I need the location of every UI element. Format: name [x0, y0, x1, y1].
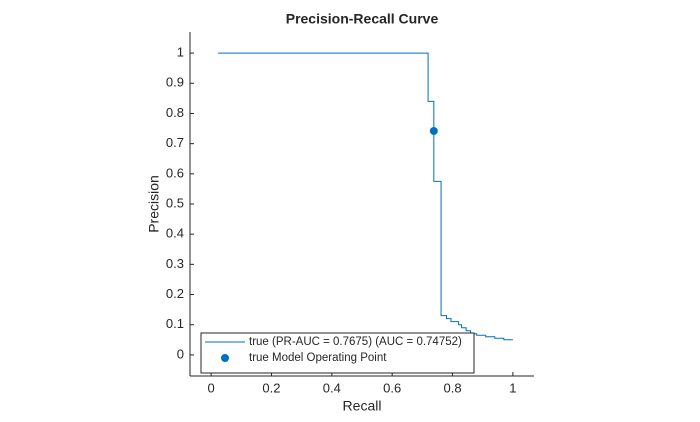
y-tick-label: 0.2: [166, 286, 184, 301]
x-tick-label: 0: [208, 380, 215, 395]
y-tick-label: 0.7: [166, 135, 184, 150]
y-tick-label: 0.1: [166, 316, 184, 331]
y-tick-label: 0.3: [166, 256, 184, 271]
chart-title: Precision-Recall Curve: [286, 11, 439, 27]
legend-label: true (PR-AUC = 0.7675) (AUC = 0.74752): [249, 336, 462, 348]
x-tick-label: 0.8: [443, 380, 461, 395]
y-tick-label: 0.9: [166, 75, 184, 90]
x-tick-label: 0.2: [262, 380, 280, 395]
y-axis-label: Precision: [146, 175, 162, 233]
x-axis-label: Recall: [343, 398, 382, 414]
y-tick-label: 0.6: [166, 165, 184, 180]
x-tick-label: 1: [509, 380, 516, 395]
y-tick-label: 1: [177, 45, 184, 60]
x-tick-label: 0.6: [383, 380, 401, 395]
y-tick-label: 0.5: [166, 195, 184, 210]
y-tick-label: 0.8: [166, 105, 184, 120]
legend-label: true Model Operating Point: [249, 352, 387, 364]
legend-marker: [221, 354, 229, 362]
y-tick-label: 0.4: [166, 226, 184, 241]
pr-curve: [218, 52, 513, 341]
x-tick-label: 0.4: [323, 380, 341, 395]
operating-point: [429, 126, 438, 135]
y-tick-label: 0: [177, 346, 184, 361]
legend-box: [200, 332, 475, 374]
